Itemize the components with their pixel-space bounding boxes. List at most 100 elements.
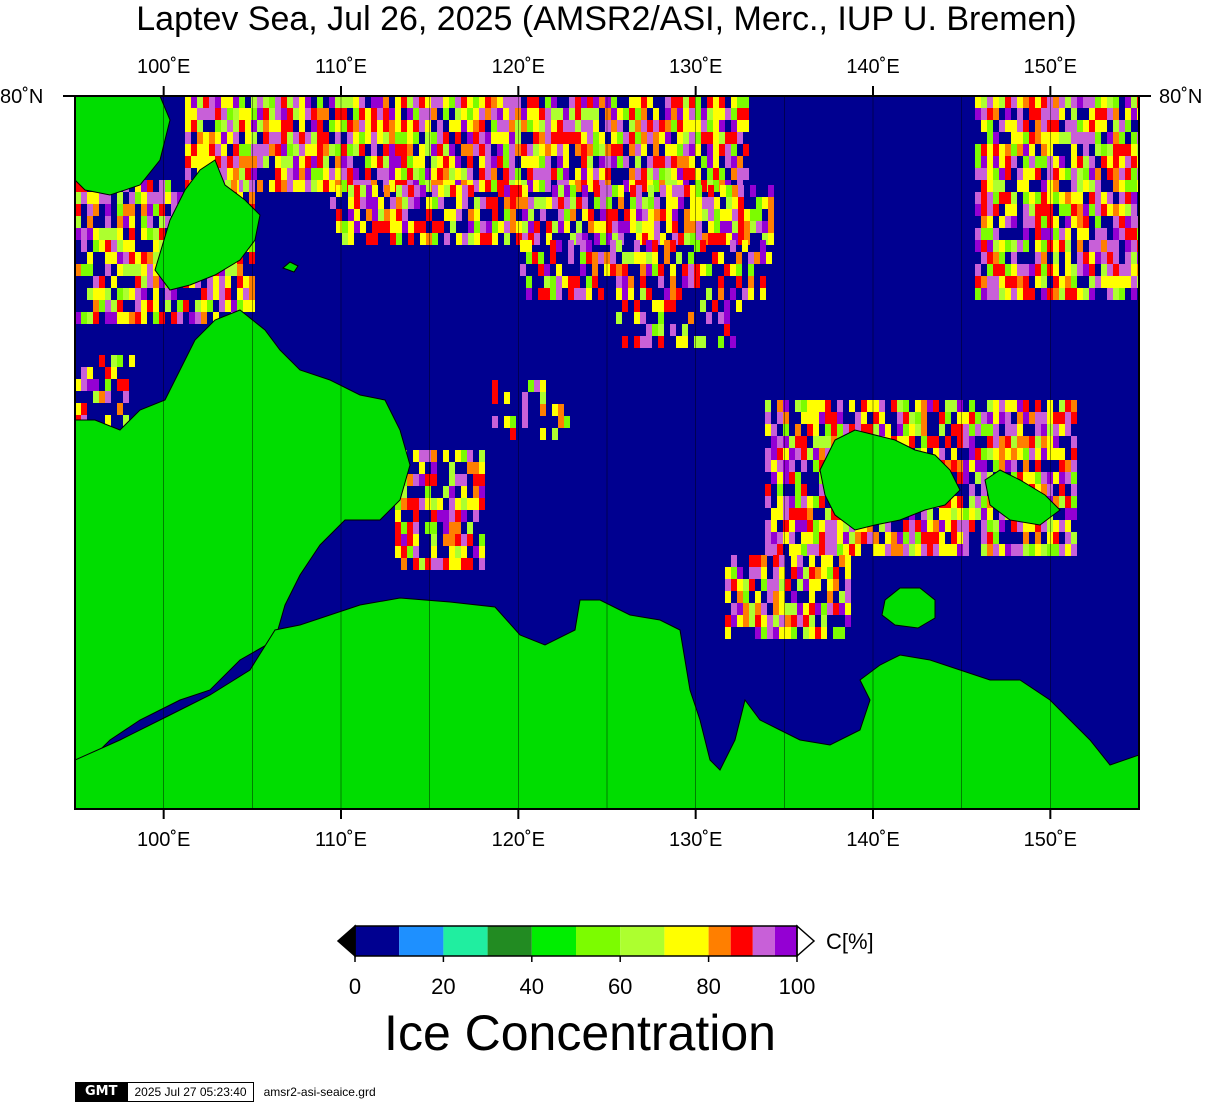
ice-cell: [305, 156, 311, 168]
ice-cell: [1041, 412, 1047, 424]
ice-cell: [209, 132, 215, 144]
ice-cell: [755, 591, 761, 603]
ice-cell: [449, 486, 455, 498]
ice-cell: [396, 185, 402, 197]
ice-cell: [1035, 204, 1041, 216]
ice-cell: [642, 221, 648, 233]
ice-cell: [719, 168, 725, 180]
ice-cell: [981, 180, 987, 192]
ice-cell: [366, 185, 372, 197]
ice-cell: [171, 204, 177, 216]
ice-cell: [221, 144, 227, 156]
ice-cell: [527, 108, 533, 120]
ice-cell: [581, 132, 587, 144]
ice-cell: [293, 156, 299, 168]
ice-cell: [431, 168, 437, 180]
ice-cell: [939, 424, 945, 436]
ice-cell: [574, 276, 580, 288]
ice-cell: [123, 216, 129, 228]
ice-cell: [1041, 120, 1047, 132]
ice-cell: [1005, 288, 1011, 300]
ice-cell: [299, 180, 305, 192]
ice-cell: [462, 197, 468, 209]
ice-cell: [993, 168, 999, 180]
ice-cell: [730, 336, 736, 348]
ice-cell: [611, 96, 617, 108]
ice-cell: [407, 156, 413, 168]
ice-cell: [570, 185, 576, 197]
ice-cell: [461, 96, 467, 108]
ice-cell: [1005, 264, 1011, 276]
ice-cell: [185, 168, 191, 180]
ice-cell: [1053, 436, 1059, 448]
ice-cell: [969, 496, 975, 508]
ice-cell: [885, 532, 891, 544]
ice-cell: [473, 546, 479, 558]
ice-cell: [135, 276, 141, 288]
ice-cell: [999, 192, 1005, 204]
ice-cell: [438, 185, 444, 197]
ice-cell: [915, 544, 921, 556]
ice-cell: [207, 276, 213, 288]
ice-cell: [813, 496, 819, 508]
ice-cell: [1089, 180, 1095, 192]
ice-cell: [969, 460, 975, 472]
ice-cell: [927, 544, 933, 556]
ice-cell: [658, 312, 664, 324]
ice-cell: [933, 532, 939, 544]
ice-cell: [1029, 472, 1035, 484]
ice-cell: [803, 603, 809, 615]
ice-cell: [897, 532, 903, 544]
ice-cell: [635, 132, 641, 144]
ice-cell: [123, 252, 129, 264]
ice-cell: [1071, 264, 1077, 276]
ice-cell: [263, 132, 269, 144]
ice-cell: [600, 209, 606, 221]
ice-cell: [516, 233, 522, 245]
ice-cell: [695, 96, 701, 108]
ice-cell: [1029, 288, 1035, 300]
ice-cell: [981, 96, 987, 108]
ice-cell: [479, 486, 485, 498]
ice-cell: [646, 264, 652, 276]
ice-cell: [801, 460, 807, 472]
ice-cell: [425, 168, 431, 180]
ice-cell: [414, 197, 420, 209]
ice-cell: [461, 108, 467, 120]
ice-cell: [795, 508, 801, 520]
ice-cell: [1113, 156, 1119, 168]
ice-cell: [390, 197, 396, 209]
ice-cell: [526, 252, 532, 264]
ice-cell: [1059, 168, 1065, 180]
ice-cell: [377, 156, 383, 168]
ice-cell: [819, 520, 825, 532]
ice-cell: [243, 180, 249, 192]
ice-cell: [1005, 424, 1011, 436]
ice-cell: [1119, 120, 1125, 132]
ice-cell: [593, 120, 599, 132]
ice-cell: [951, 496, 957, 508]
ice-cell: [993, 96, 999, 108]
ice-cell: [468, 209, 474, 221]
ice-cell: [642, 233, 648, 245]
ice-cell: [731, 168, 737, 180]
ice-cell: [239, 108, 245, 120]
ice-cell: [455, 132, 461, 144]
ice-cell: [75, 312, 81, 324]
ice-cell: [891, 400, 897, 412]
ice-cell: [688, 312, 694, 324]
ice-cell: [323, 108, 329, 120]
ice-cell: [1047, 532, 1053, 544]
ice-cell: [1035, 424, 1041, 436]
gmt-timestamp-footer: GMT 2025 Jul 27 05:23:40 amsr2-asi-seaic…: [75, 1082, 376, 1102]
ice-cell: [707, 144, 713, 156]
ice-cell: [885, 520, 891, 532]
ice-cell: [963, 508, 969, 520]
ice-cell: [522, 197, 528, 209]
ice-cell: [461, 168, 467, 180]
ice-cell: [754, 252, 760, 264]
ice-cell: [1125, 240, 1131, 252]
ice-cell: [771, 448, 777, 460]
ice-cell: [509, 96, 515, 108]
ice-cell: [622, 336, 628, 348]
